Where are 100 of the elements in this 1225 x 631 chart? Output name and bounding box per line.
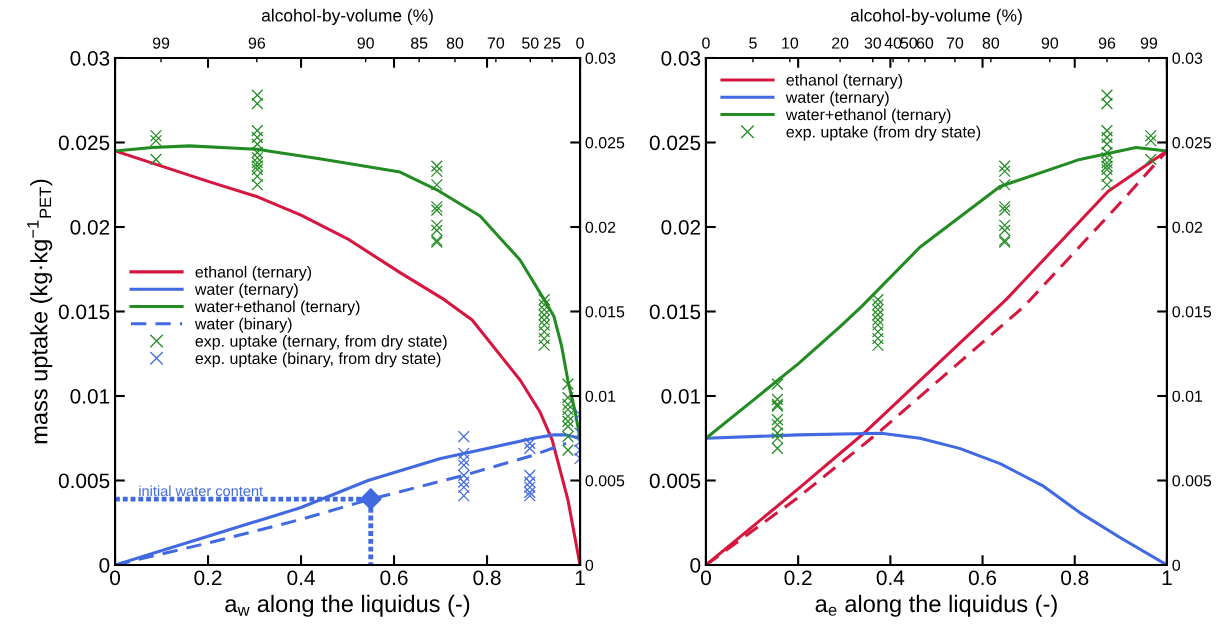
- x-tick-label: 0: [110, 570, 121, 586]
- point: [1144, 129, 1157, 142]
- point: [251, 131, 264, 144]
- point: [1101, 89, 1114, 102]
- point: [538, 293, 551, 306]
- point: [149, 134, 162, 147]
- point: [149, 129, 162, 142]
- y-tick-label: 0.02: [661, 219, 701, 235]
- y2-tick-label: 0.02: [1172, 221, 1203, 233]
- point: [251, 156, 264, 169]
- legend-label: exp. uptake (from dry state): [786, 125, 981, 141]
- legend-label: exp. uptake (binary, from dry state): [195, 352, 441, 368]
- text: 60: [916, 37, 934, 49]
- point: [561, 430, 574, 443]
- text: 30: [864, 37, 882, 49]
- legend-label: ethanol (ternary): [195, 265, 312, 281]
- point: [871, 339, 884, 352]
- y2-tick-label: 0.025: [585, 137, 625, 149]
- text: 99: [152, 37, 170, 49]
- point: [457, 459, 470, 472]
- point: [538, 332, 551, 345]
- point: [1101, 178, 1114, 191]
- y2-tick-label: 0: [1172, 559, 1181, 571]
- point: [998, 204, 1011, 217]
- text: 80: [446, 37, 464, 49]
- point: [561, 403, 574, 416]
- point: [561, 410, 574, 423]
- point: [1101, 124, 1114, 137]
- point: [149, 153, 162, 166]
- point: [998, 200, 1011, 213]
- y-tick-label: 0.025: [649, 135, 701, 151]
- point: [561, 378, 574, 391]
- point: [561, 420, 574, 433]
- text: 0: [576, 37, 584, 49]
- text: 90: [357, 37, 374, 49]
- point: [457, 469, 470, 482]
- legend-label: ethanol (ternary): [786, 73, 903, 89]
- x-tick-label: 0.8: [473, 570, 501, 586]
- point: [1101, 151, 1114, 164]
- y-axis-title: mass uptake (kg·kg$^{−1}$$_{PET}$): [27, 179, 53, 444]
- point: [523, 481, 536, 494]
- text: 70: [946, 37, 964, 49]
- text: 25: [544, 37, 561, 49]
- point: [523, 442, 536, 455]
- point: [1101, 170, 1114, 183]
- point: [771, 442, 784, 455]
- point: [871, 293, 884, 306]
- text: 10: [782, 37, 799, 49]
- text: 50: [900, 37, 918, 49]
- x-tick-label: 0.6: [968, 570, 997, 586]
- y2-tick-label: 0.025: [1172, 137, 1212, 149]
- point: [871, 319, 884, 332]
- text: 20: [832, 37, 849, 49]
- point: [1144, 153, 1157, 166]
- y2-tick-label: 0.03: [1172, 52, 1203, 64]
- point: [523, 469, 536, 482]
- point: [771, 427, 784, 440]
- point: [251, 151, 264, 164]
- text: 80: [982, 37, 1000, 49]
- text: 99: [1140, 37, 1158, 49]
- point: [457, 454, 470, 467]
- y-tick-label: 0: [690, 558, 701, 573]
- y2-tick-label: 0.015: [585, 306, 625, 318]
- y2-tick-label: 0.03: [585, 52, 616, 64]
- x-tick-label: 0: [700, 570, 711, 586]
- point: [998, 224, 1011, 237]
- y-tick-label: 0.03: [661, 50, 701, 66]
- y2-tick-label: 0.015: [1172, 306, 1212, 318]
- point: [771, 378, 784, 391]
- y-tick-label: 0.01: [661, 389, 701, 404]
- legend-label: water (ternary): [785, 91, 889, 107]
- point: [871, 325, 884, 338]
- point: [251, 124, 264, 137]
- text: 5: [749, 37, 757, 49]
- y2-tick-label: 0.02: [585, 221, 616, 233]
- point: [871, 313, 884, 326]
- point: [430, 219, 443, 232]
- point: [771, 413, 784, 426]
- point: [871, 298, 884, 311]
- point: [430, 160, 443, 173]
- x-tick-label: 0.2: [784, 570, 812, 586]
- point: [998, 165, 1011, 178]
- point: [523, 437, 536, 450]
- y-tick-label: 0.02: [70, 219, 110, 235]
- point: [1144, 134, 1157, 147]
- x-axis-title: a$_{e}$ along the liquidus (-): [815, 594, 1057, 617]
- point: [1101, 156, 1114, 169]
- point: [998, 178, 1011, 191]
- point: [359, 488, 382, 511]
- point: [251, 89, 264, 102]
- x-tick-label: 0.4: [287, 570, 315, 586]
- point: [457, 489, 470, 502]
- point: [538, 319, 551, 332]
- x-tick-label: 1: [1162, 570, 1172, 585]
- x-tick-label: 0.4: [876, 570, 905, 586]
- x-axis-title: a$_{w}$ along the liquidus (-): [225, 594, 470, 617]
- text: alcohol-by-volume (%): [261, 8, 433, 26]
- legend-label: water+ethanol (ternary): [785, 108, 951, 124]
- annotation: initial water content: [139, 485, 263, 497]
- point: [430, 204, 443, 217]
